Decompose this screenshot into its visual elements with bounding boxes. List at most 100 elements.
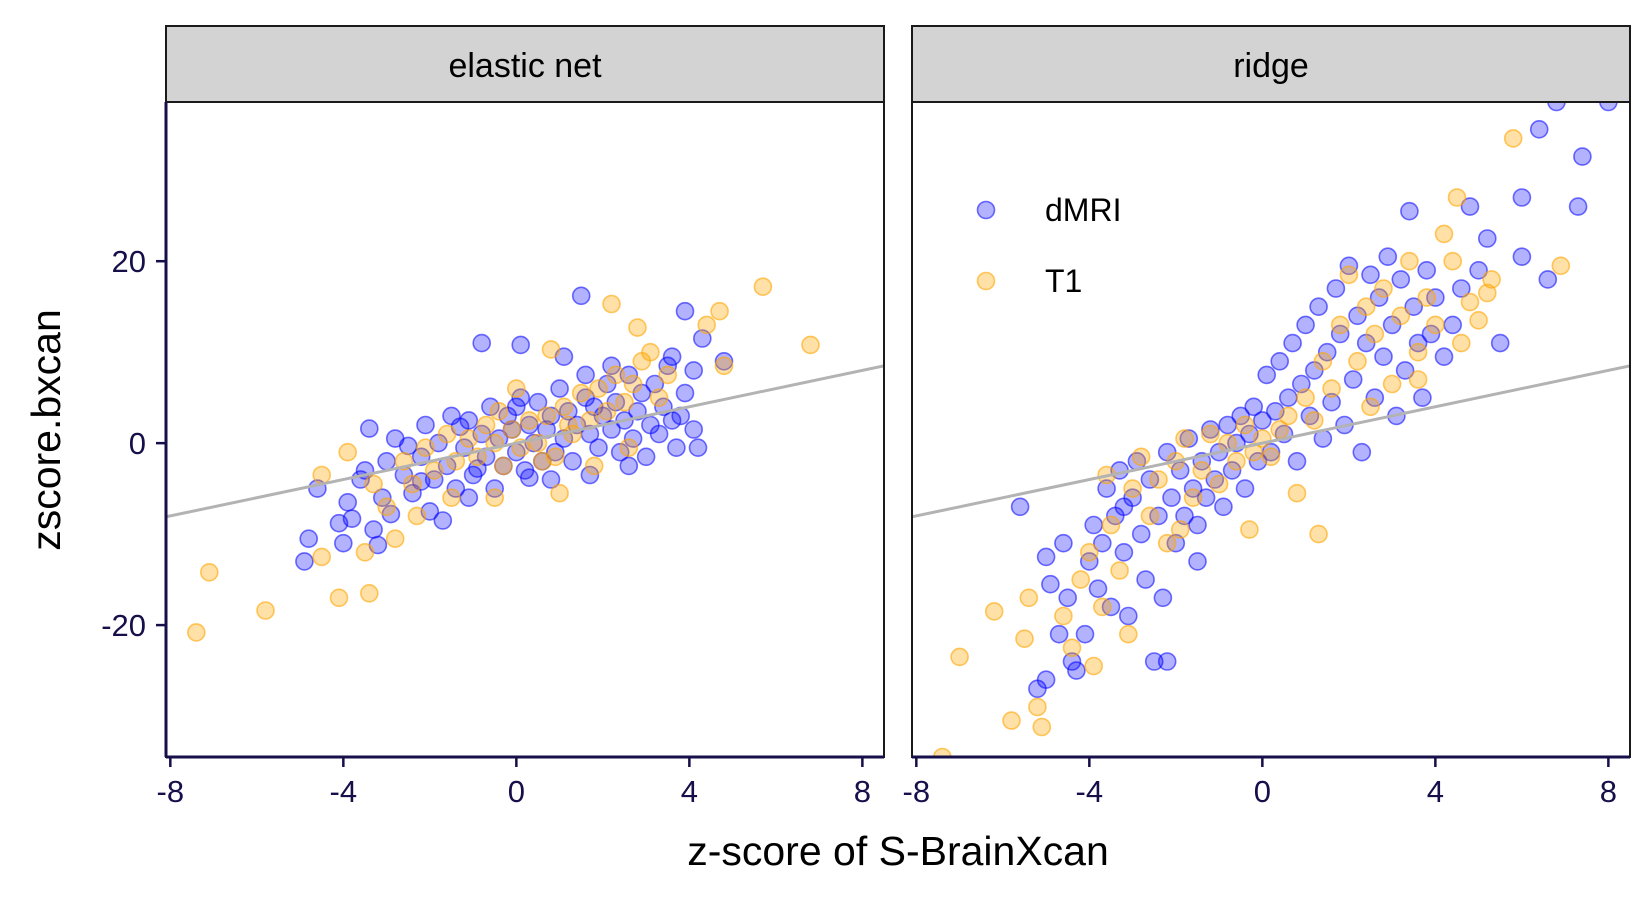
point-t1 (1279, 406, 1298, 426)
legend-label-t1: T1 (1045, 263, 1082, 299)
point-t1 (377, 497, 396, 517)
point-t1 (554, 397, 574, 417)
point-t1 (1062, 638, 1082, 658)
point-dmri (1114, 497, 1134, 517)
point-dmri (1322, 392, 1341, 412)
point-t1 (1149, 470, 1168, 489)
panel-ridge (911, 101, 1631, 758)
point-t1 (1093, 597, 1112, 617)
point-dmri (1317, 342, 1337, 362)
point-dmri (1279, 388, 1298, 408)
point-t1 (753, 277, 773, 297)
reference-line (912, 364, 1630, 519)
point-t1 (403, 474, 422, 494)
point-t1 (1123, 479, 1142, 498)
point-dmri (541, 406, 561, 426)
point-dmri (1365, 388, 1385, 408)
point-dmri (1093, 533, 1112, 553)
point-dmri (511, 335, 531, 355)
point-t1 (571, 383, 591, 403)
point-t1 (489, 401, 509, 421)
point-t1 (1287, 483, 1307, 503)
point-dmri (667, 438, 686, 458)
point-dmri (364, 520, 383, 539)
point-t1 (200, 562, 219, 582)
reference-line (166, 364, 884, 519)
point-dmri (1343, 370, 1363, 389)
point-t1 (658, 365, 678, 385)
point-t1 (256, 601, 275, 620)
point-t1 (1101, 515, 1121, 535)
point-dmri (1036, 670, 1056, 690)
point-t1 (359, 583, 379, 603)
point-dmri (1460, 197, 1480, 216)
point-dmri (1547, 102, 1566, 112)
point-t1 (1015, 629, 1034, 649)
point-dmri (299, 529, 319, 549)
point-dmri (1131, 524, 1151, 544)
x-tick-label: 4 (681, 774, 698, 809)
point-dmri (1568, 197, 1588, 216)
axes (164, 102, 1630, 759)
x-tick-label: -4 (1076, 774, 1104, 809)
panel-strip-elastic-net: elastic net (165, 25, 885, 103)
point-dmri (610, 442, 630, 462)
point-dmri (580, 465, 600, 485)
point-dmri (1283, 333, 1302, 353)
point-t1 (1361, 397, 1380, 417)
point-dmri (1179, 429, 1199, 448)
y-tick-label: 0 (129, 426, 146, 461)
point-t1 (187, 623, 206, 642)
point-t1 (1469, 310, 1488, 330)
point-t1 (1447, 188, 1467, 207)
point-dmri (1062, 652, 1082, 671)
point-dmri (1119, 606, 1138, 626)
point-dmri (1196, 488, 1216, 508)
point-t1 (602, 294, 621, 314)
point-dmri (1188, 515, 1207, 535)
x-tick-label: 8 (854, 774, 871, 809)
point-t1 (1408, 342, 1428, 362)
point-t1 (1313, 351, 1333, 371)
x-tick-label: 0 (508, 774, 525, 809)
point-t1 (1131, 447, 1151, 467)
point-dmri (377, 451, 396, 471)
point-dmri (1222, 461, 1242, 480)
point-dmri (1144, 652, 1164, 671)
point-dmri (1573, 147, 1592, 166)
point-dmri (571, 286, 591, 306)
point-dmri (684, 420, 704, 439)
point-t1 (1551, 256, 1571, 276)
point-dmri (528, 392, 548, 412)
reference-line-ridge (912, 364, 1630, 519)
point-t1 (933, 747, 952, 757)
point-dmri (675, 383, 695, 403)
point-dmri (1378, 247, 1398, 267)
point-dmri (1175, 506, 1194, 526)
point-dmri (1413, 388, 1432, 408)
point-dmri (1231, 406, 1250, 426)
panel-strip-ridge: ridge (911, 25, 1631, 103)
point-dmri (1538, 270, 1558, 289)
point-t1 (950, 647, 969, 667)
legend: dMRI T1 (976, 192, 1121, 299)
point-t1 (710, 301, 729, 321)
point-dmri (1326, 279, 1346, 298)
point-t1 (1157, 533, 1177, 553)
point-dmri (1490, 333, 1510, 353)
point-dmri (619, 456, 639, 476)
point-dmri (1404, 297, 1423, 317)
point-t1 (1426, 315, 1445, 335)
x-tick-label: -8 (903, 774, 931, 809)
point-t1 (1434, 224, 1454, 244)
point-t1 (1503, 129, 1523, 148)
point-dmri (541, 470, 561, 489)
point-t1 (619, 438, 639, 458)
point-dmri (1421, 324, 1441, 344)
point-dmri (1162, 488, 1181, 508)
point-dmri (1529, 120, 1549, 139)
x-tick-label: -8 (157, 774, 185, 809)
point-dmri (342, 509, 362, 529)
point-t1 (697, 315, 717, 335)
x-tick-label: 4 (1427, 774, 1444, 809)
